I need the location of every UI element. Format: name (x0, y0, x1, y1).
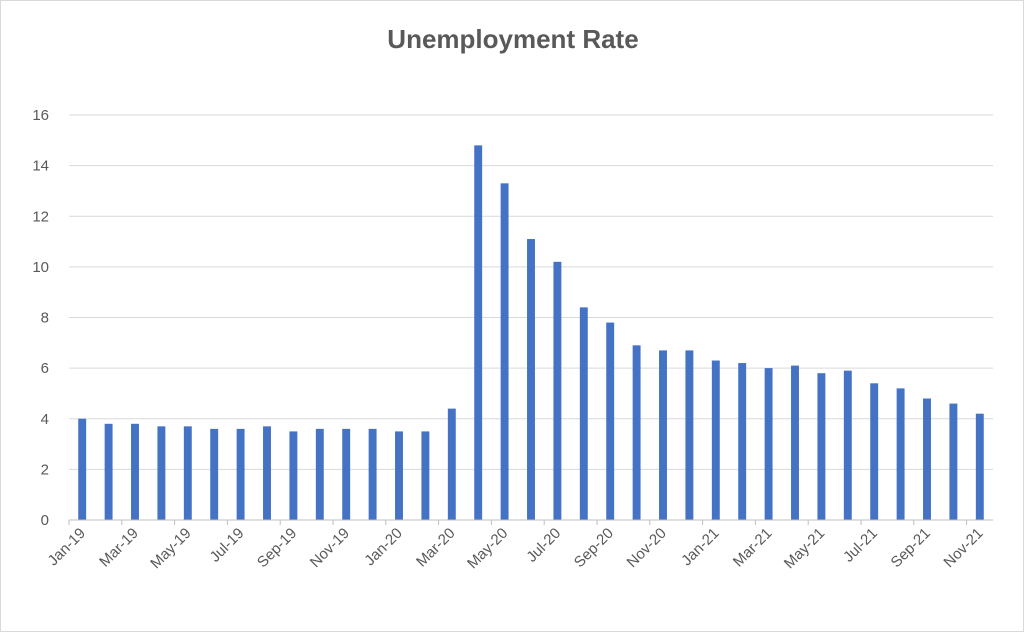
bar (553, 261, 562, 520)
y-tick-label: 6 (41, 360, 49, 377)
bars (78, 145, 984, 520)
bar (421, 431, 430, 520)
y-tick-label: 0 (41, 512, 49, 529)
bar (368, 428, 377, 520)
bar (579, 307, 588, 520)
x-axis-ticks: Jan-19 Mar-19 May-19 Jul-19 Sep-19 Nov-19 Jan-… (45, 525, 987, 572)
bar (711, 360, 720, 520)
x-tick-label: Mar-21 (730, 525, 776, 571)
x-tick-label: Mar-19 (96, 525, 142, 571)
x-tick-label: May-19 (147, 525, 194, 572)
y-tick-label: 10 (32, 259, 49, 276)
bar (104, 423, 113, 520)
y-tick-label: 16 (32, 107, 49, 124)
x-tick-label: Jul-19 (207, 525, 248, 566)
bar (817, 373, 826, 520)
y-tick-label: 8 (41, 310, 49, 327)
bar (870, 383, 879, 520)
x-tick-label: Jan-21 (678, 525, 722, 569)
x-tick-label: Jul-21 (840, 525, 881, 566)
bar (527, 239, 535, 520)
x-tick-label: Nov-19 (307, 525, 353, 571)
bar (78, 418, 87, 520)
bar (236, 428, 245, 520)
bar (342, 428, 351, 520)
bar (896, 388, 905, 520)
bar (131, 423, 139, 520)
bar (157, 426, 166, 520)
bar (447, 408, 456, 520)
x-axis (68, 519, 993, 525)
y-tick-label: 12 (32, 208, 49, 225)
bar (474, 145, 483, 520)
x-tick-label: Nov-20 (624, 525, 670, 571)
x-tick-label: Jul-20 (523, 525, 564, 566)
x-tick-label: Sep-19 (254, 525, 300, 571)
bar (263, 426, 271, 520)
x-tick-label: May-20 (464, 525, 511, 572)
bar (315, 428, 324, 520)
bar (606, 322, 615, 520)
bar (738, 363, 747, 520)
bar (975, 413, 984, 520)
bar (632, 345, 641, 520)
bar (659, 350, 667, 520)
bar (685, 350, 694, 520)
bar (289, 431, 298, 520)
x-tick-label: Jan-19 (45, 525, 89, 569)
y-axis-ticks: 0 2 4 6 8 10 12 14 16 (32, 107, 49, 529)
chart-title: Unemployment Rate (387, 24, 638, 54)
x-tick-label: Sep-21 (888, 525, 934, 571)
y-tick-label: 14 (32, 158, 49, 175)
bar (843, 370, 852, 520)
bar (210, 428, 219, 520)
x-tick-label: Nov-21 (940, 525, 986, 571)
y-tick-label: 2 (41, 461, 49, 478)
bar (764, 368, 773, 520)
x-tick-label: Jan-20 (361, 525, 405, 569)
x-tick-label: Sep-20 (571, 525, 617, 571)
x-tick-label: Mar-20 (413, 525, 459, 571)
bar (949, 403, 958, 520)
x-tick-label: May-21 (781, 525, 828, 572)
bar (500, 183, 509, 520)
bar (395, 431, 403, 520)
bar (791, 365, 799, 520)
bar (923, 398, 931, 520)
y-tick-label: 4 (41, 411, 49, 428)
bar (183, 426, 192, 520)
